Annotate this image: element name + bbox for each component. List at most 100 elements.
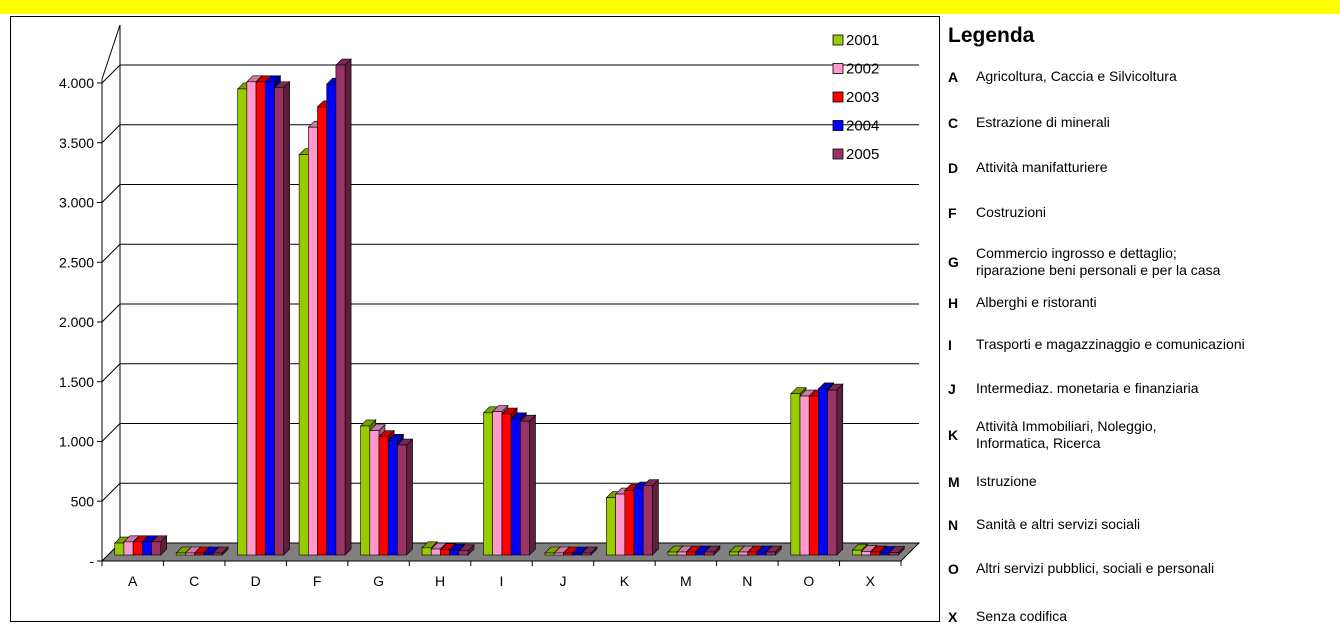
bar-o-2005 <box>827 389 838 556</box>
bar-i-2004 <box>510 418 521 556</box>
legend-description: Costruzioni <box>976 204 1047 220</box>
y-tick-label: 3.000 <box>59 195 94 211</box>
legend-item-a: A Agricoltura, Caccia e Silvicoltura <box>946 68 1340 85</box>
bar-g-2004 <box>387 439 398 556</box>
legend-description: Commercio ingrosso e dettaglio; riparazi… <box>976 245 1221 278</box>
bar-a-2003 <box>132 541 143 556</box>
legend-description: Intermediaz. monetaria e finanziaria <box>976 380 1199 396</box>
bar-x-2002 <box>861 551 871 556</box>
legend-item-o: O Altri servizi pubblici, sociali e perso… <box>946 560 1340 577</box>
gridline-side <box>101 482 121 502</box>
legend-item-k: K Attività Immobiliari, Noleggio, Informa… <box>946 418 1340 452</box>
bar-n-2002 <box>738 551 749 556</box>
legend-code: A <box>948 68 959 85</box>
y-tick-label: 2.500 <box>59 254 94 270</box>
bar-f-2004 <box>326 83 337 556</box>
legend-description: Trasporti e magazzinaggio e comunicazion… <box>976 336 1245 352</box>
x-tick-label: D <box>251 573 261 589</box>
bar-o-2003 <box>808 395 819 556</box>
y-tick-label: 2.000 <box>59 314 94 330</box>
bar-i-2005 <box>519 420 530 556</box>
legend-description: Istruzione <box>976 473 1037 489</box>
legend-item-i: I Trasporti e magazzinaggio e comunicazio… <box>946 336 1340 353</box>
bar-h-2003 <box>440 549 450 556</box>
legend-code: J <box>948 380 956 397</box>
series-legend-swatch-2005 <box>832 148 844 160</box>
gridline-side <box>101 64 121 84</box>
bar-d-2005 <box>274 87 284 556</box>
bar-x-2005 <box>888 552 899 556</box>
legend-code: F <box>948 204 957 221</box>
bar-n-2004 <box>756 551 767 556</box>
category-legend: Legenda A Agricoltura, Caccia e Silvicolt… <box>946 20 1340 624</box>
legend-description: Altri servizi pubblici, sociali e person… <box>976 560 1215 576</box>
bar-h-2001 <box>421 547 432 556</box>
x-tick-label: N <box>742 573 752 589</box>
side-wall-top <box>101 24 121 80</box>
x-tick-label: K <box>620 573 630 589</box>
legend-code: H <box>948 294 959 311</box>
x-tick-label: A <box>128 573 138 589</box>
y-tick-label: 3.500 <box>59 135 94 151</box>
legend-item-x: X Senza codifica <box>946 608 1340 624</box>
bar-k-2005 <box>642 485 653 556</box>
legend-code: O <box>948 560 959 577</box>
legend-item-d: D Attività manifatturiere <box>946 159 1340 176</box>
bar-a-2002 <box>123 541 134 556</box>
y-tick-label: 4.000 <box>59 75 94 91</box>
bar-c-2004 <box>203 552 214 556</box>
bar-j-2004 <box>572 552 583 556</box>
legend-item-j: J Intermediaz. monetaria e finanziaria <box>946 380 1340 397</box>
gridline-side <box>101 363 121 383</box>
series-legend-swatch-2001 <box>832 34 844 46</box>
bar-a-2005 <box>151 541 162 556</box>
bar-j-2003 <box>563 552 573 556</box>
bar-m-2003 <box>685 551 696 556</box>
legend-description: Alberghi e ristoranti <box>976 294 1097 310</box>
bar-d-2004 <box>264 81 275 556</box>
gridline-side <box>101 243 121 263</box>
y-tick-label: 1.500 <box>59 374 94 390</box>
bar-f-2005 <box>335 64 346 556</box>
bar-k-2001 <box>606 497 616 556</box>
bar-c-2001 <box>175 552 186 556</box>
gridline-side <box>101 124 121 144</box>
legend-item-h: H Alberghi e ristoranti <box>946 294 1340 311</box>
bar-k-2003 <box>624 490 635 556</box>
bar-d-2002 <box>246 81 257 556</box>
bar-x-2004 <box>879 552 890 556</box>
legend-item-n: N Sanità e altri servizi sociali <box>946 516 1340 533</box>
bar-side-i-2005 <box>529 414 536 556</box>
legend-description: Attività manifatturiere <box>976 159 1108 175</box>
bar-m-2004 <box>695 551 705 556</box>
bar-n-2005 <box>765 551 776 556</box>
bar-f-2001 <box>298 154 309 556</box>
x-tick-label: C <box>189 573 199 589</box>
legend-code: D <box>948 159 959 176</box>
bar-j-2002 <box>553 552 564 556</box>
x-tick-label: M <box>680 573 692 589</box>
gridline-side <box>101 303 121 323</box>
bar-n-2001 <box>729 551 739 556</box>
series-legend-label: 2004 <box>846 118 879 135</box>
x-tick-label: G <box>373 573 384 589</box>
bar-c-2003 <box>194 552 205 556</box>
legend-item-m: M Istruzione <box>946 473 1340 490</box>
bar-k-2002 <box>615 493 626 556</box>
bar-side-f-2005 <box>344 58 352 556</box>
series-legend-swatch-2002 <box>832 63 844 74</box>
bar-c-2002 <box>185 552 195 556</box>
bar-h-2004 <box>449 549 460 556</box>
series-legend-label: 2003 <box>846 89 879 106</box>
bar-m-2005 <box>704 551 715 556</box>
legend-code: N <box>948 516 959 533</box>
y-tick-label: 1.000 <box>59 434 94 450</box>
bar-h-2005 <box>458 550 469 556</box>
bar-d-2001 <box>237 88 248 556</box>
bar-chart: - 500 1.000 1.500 2.000 2.500 3.000 3.500 4.000 A… <box>59 24 921 589</box>
series-legend-swatch-2004 <box>832 120 844 131</box>
chart-area: - 500 1.000 1.500 2.000 2.500 3.000 3.500 4.000 A… <box>10 16 940 622</box>
legend-item-c: C Estrazione di minerali <box>946 114 1340 131</box>
bar-o-2004 <box>818 388 828 556</box>
legend-code: G <box>948 254 959 270</box>
